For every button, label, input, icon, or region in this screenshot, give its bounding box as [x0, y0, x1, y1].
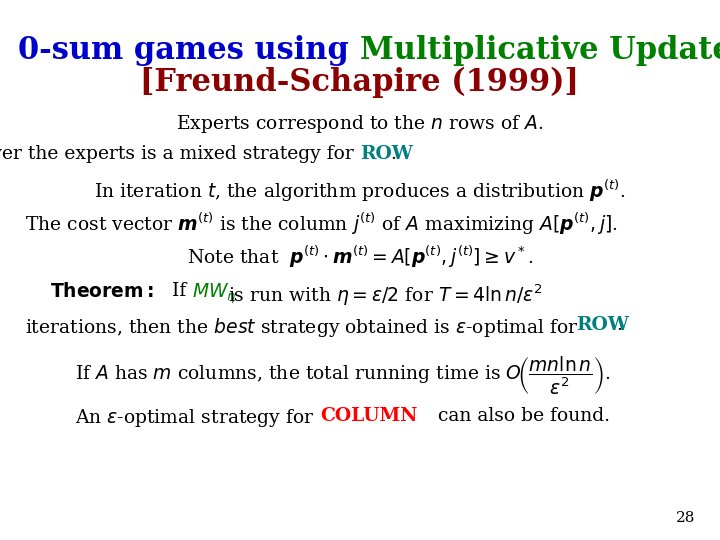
Text: Multiplicative Updates: Multiplicative Updates: [360, 35, 720, 66]
Text: ROW: ROW: [360, 145, 413, 163]
Text: COLUMN: COLUMN: [320, 407, 418, 425]
Text: The cost vector $\boldsymbol{m}^{(t)}$ is the column $\mathit{j}^{(t)}$ of $\mat: The cost vector $\boldsymbol{m}^{(t)}$ i…: [25, 211, 618, 237]
Text: $MW_{\eta}$: $MW_{\eta}$: [192, 282, 237, 307]
Text: can also be found.: can also be found.: [432, 407, 610, 425]
Text: is run with $\eta = \varepsilon/2$ for $T = 4\ln n/\varepsilon^2$: is run with $\eta = \varepsilon/2$ for $…: [228, 282, 543, 307]
Text: 0-sum games using: 0-sum games using: [19, 35, 360, 66]
Text: If: If: [172, 282, 192, 300]
Text: $\mathbf{Theorem:}$: $\mathbf{Theorem:}$: [50, 282, 154, 301]
Text: A distribution over the experts is a mixed strategy for: A distribution over the experts is a mix…: [0, 145, 360, 163]
Text: An $\varepsilon$-optimal strategy for: An $\varepsilon$-optimal strategy for: [75, 407, 315, 429]
Text: .: .: [390, 145, 396, 163]
Text: [Freund-Schapire (1999)]: [Freund-Schapire (1999)]: [140, 67, 580, 98]
Text: iterations, then the $\mathit{best}$ strategy obtained is $\varepsilon$-optimal : iterations, then the $\mathit{best}$ str…: [25, 316, 579, 339]
Text: 28: 28: [675, 511, 695, 525]
Text: Note that  $\boldsymbol{p}^{(t)} \cdot \boldsymbol{m}^{(t)} = \mathit{A}[\boldsy: Note that $\boldsymbol{p}^{(t)} \cdot \b…: [186, 244, 534, 270]
Text: Experts correspond to the $\mathit{n}$ rows of $\mathit{A}$.: Experts correspond to the $\mathit{n}$ r…: [176, 113, 544, 135]
Text: ROW: ROW: [576, 316, 629, 334]
Text: In iteration $\mathit{t}$, the algorithm produces a distribution $\boldsymbol{p}: In iteration $\mathit{t}$, the algorithm…: [94, 178, 626, 204]
Text: If $\mathit{A}$ has $\mathit{m}$ columns, the total running time is $O\!\left(\d: If $\mathit{A}$ has $\mathit{m}$ columns…: [75, 355, 611, 397]
Text: .: .: [616, 316, 622, 334]
